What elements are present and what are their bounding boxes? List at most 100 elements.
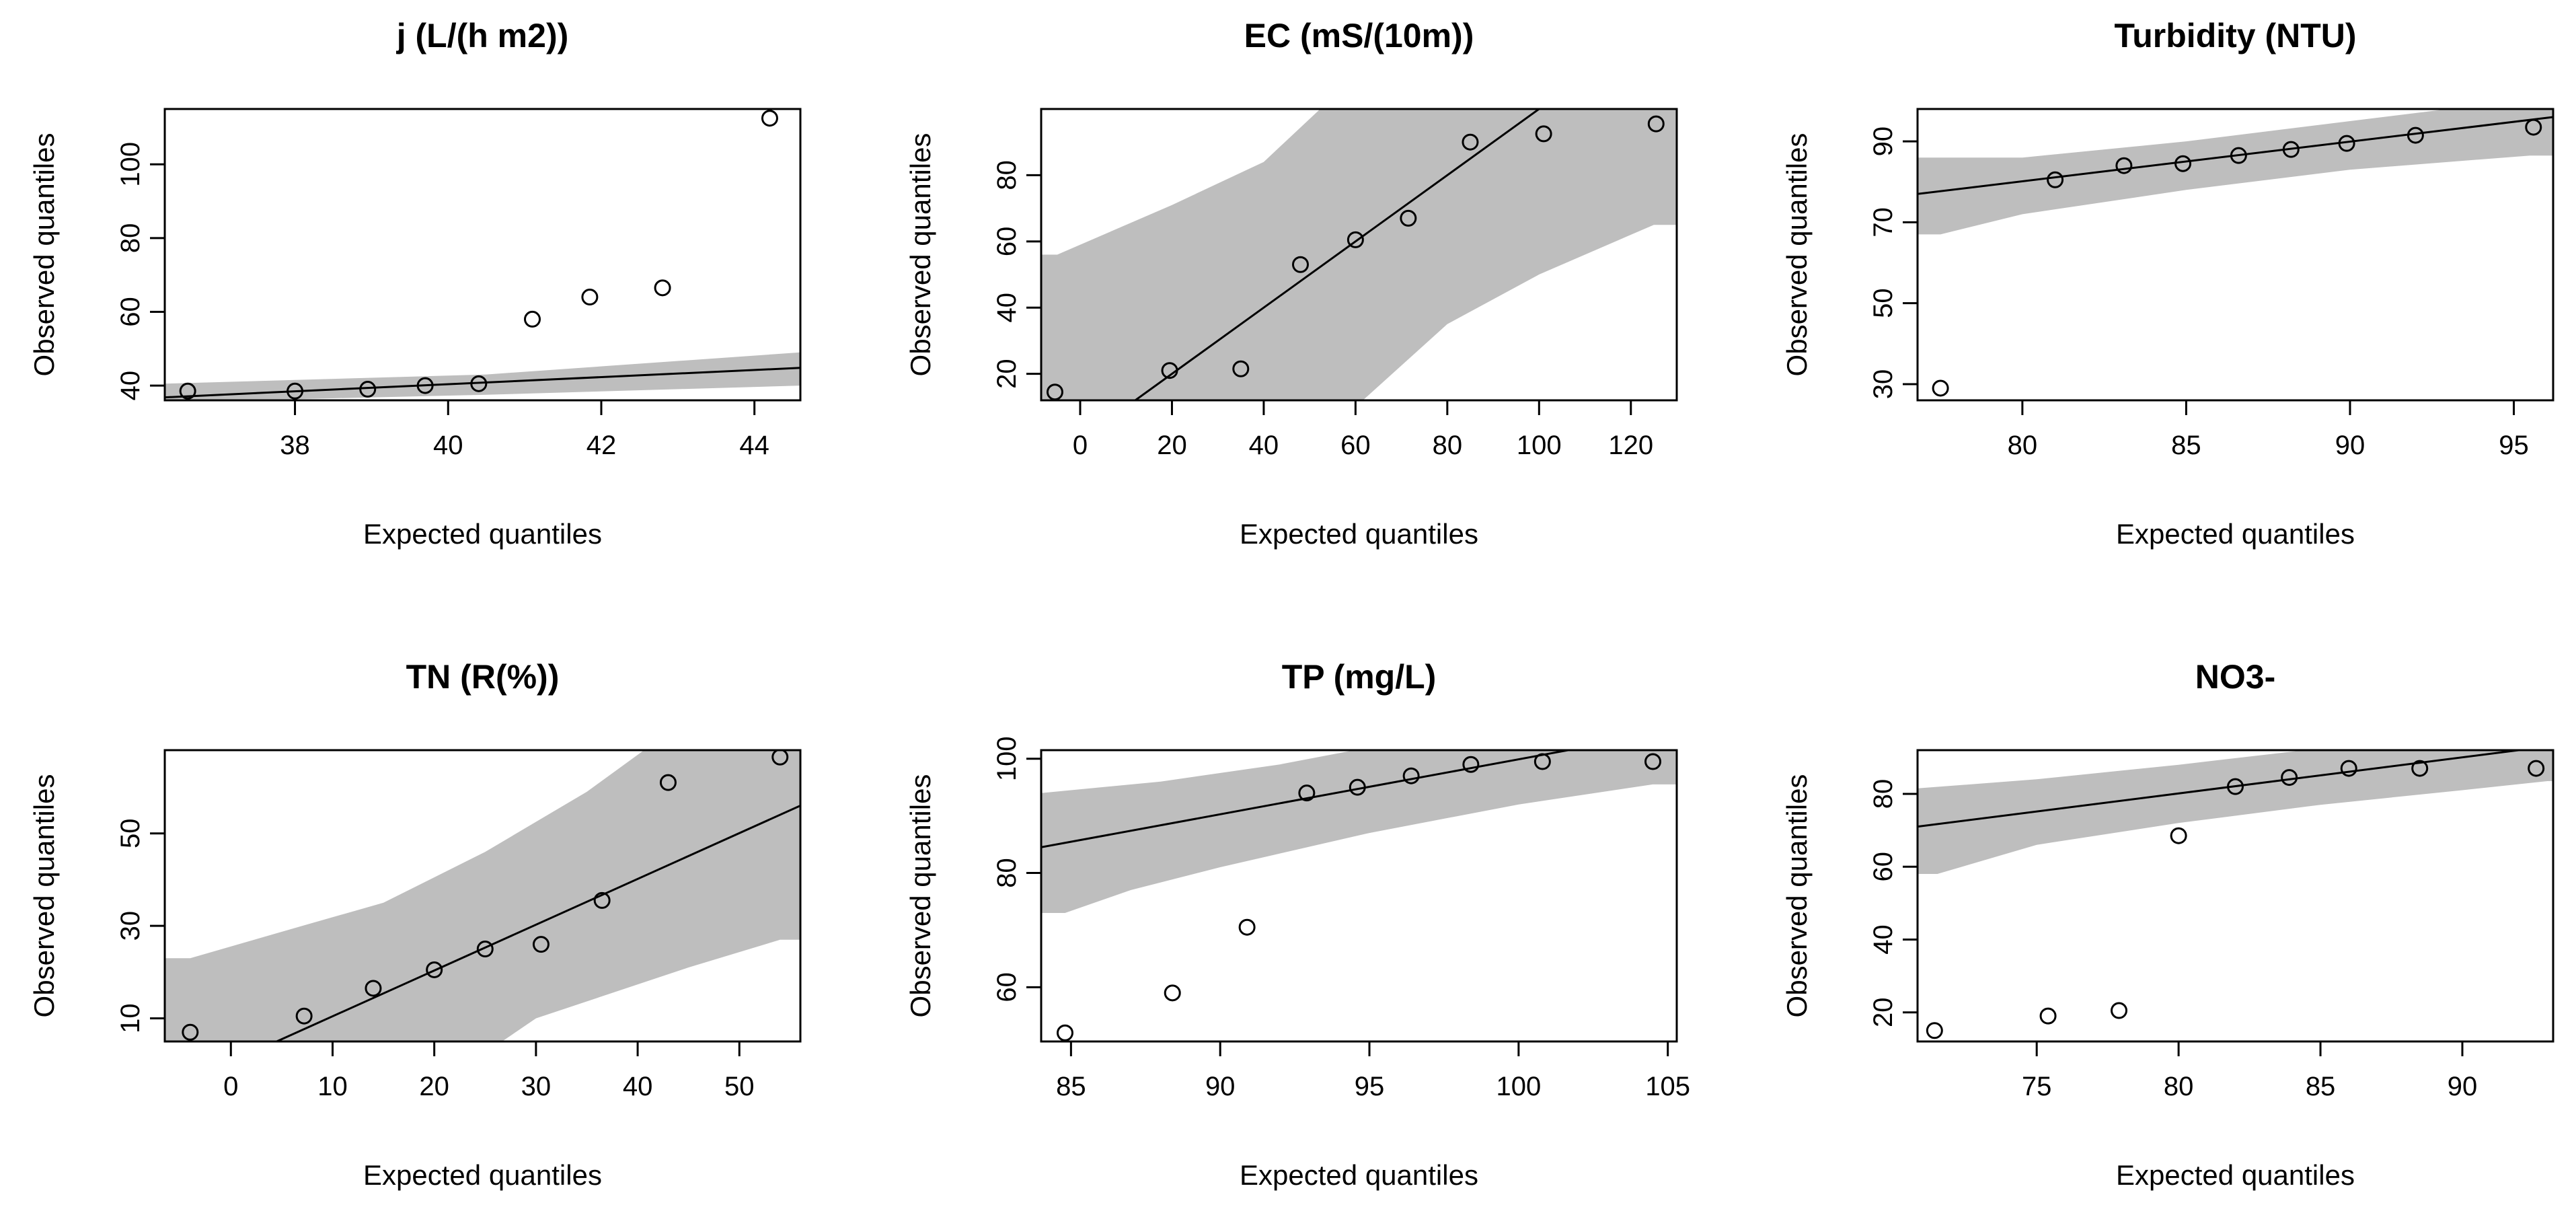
data-point	[2525, 118, 2542, 136]
y-axis-label: Observed quantiles	[1781, 133, 1813, 377]
x-tick-label: 75	[2022, 1072, 2052, 1101]
data-point	[771, 750, 789, 766]
x-tick-label: 95	[2499, 431, 2529, 460]
x-axis-label: Expected quantiles	[2116, 1159, 2355, 1191]
x-tick-label: 105	[1645, 1072, 1690, 1101]
panel-j: 38 40 42 44 40 60 80 100 j (L/(h m2)) Expected qu…	[28, 17, 802, 550]
y-tick-label: 40	[116, 371, 145, 401]
data-point	[1238, 918, 1256, 936]
data-point	[2039, 1007, 2057, 1025]
x-tick-label: 30	[521, 1072, 552, 1101]
data-point	[2281, 769, 2298, 786]
chart-title: TN (R(%))	[406, 658, 560, 696]
x-tick-label: 80	[1433, 431, 1463, 460]
data-point	[1533, 753, 1551, 770]
x-tick-label: 20	[419, 1072, 449, 1101]
x-tick-label: 85	[2306, 1072, 2336, 1101]
y-tick-label: 50	[1868, 288, 1898, 318]
confidence-band	[1041, 750, 1677, 913]
data-point	[182, 1023, 199, 1041]
data-point	[1164, 984, 1181, 1002]
y-axis-label: Observed quantiles	[28, 133, 60, 377]
x-tick-label: 44	[739, 431, 769, 460]
x-tick-label: 40	[623, 1072, 653, 1101]
plot-area	[1041, 750, 1677, 1041]
data-point	[1647, 115, 1665, 133]
data-point	[1349, 778, 1366, 796]
data-point	[2528, 760, 2545, 777]
data-point	[476, 941, 494, 958]
data-point	[2230, 147, 2247, 164]
reference-line	[1133, 109, 1541, 400]
x-tick-label: 80	[2164, 1072, 2194, 1101]
plot-area	[1918, 109, 2553, 397]
chart-title: EC (mS/(10m))	[1244, 17, 1474, 54]
y-axis-label: Observed quantiles	[1781, 774, 1813, 1018]
y-axis-label: Observed quantiles	[905, 774, 936, 1018]
data-point	[1462, 133, 1479, 151]
y-tick-label: 10	[116, 1003, 145, 1033]
y-tick-label: 90	[1868, 126, 1898, 157]
data-point	[2227, 778, 2244, 795]
data-point	[1926, 1022, 1943, 1039]
data-point	[1462, 756, 1480, 773]
data-point	[1298, 784, 1316, 802]
x-axis-label: Expected quantiles	[363, 1159, 602, 1191]
plot-frame	[1040, 749, 1678, 1043]
data-point	[2340, 760, 2357, 777]
data-point	[470, 375, 488, 392]
data-point	[1056, 1024, 1073, 1041]
chart-title: NO3-	[2195, 658, 2275, 696]
x-tick-label: 0	[223, 1072, 238, 1101]
x-axis-label: Expected quantiles	[1240, 1159, 1478, 1191]
y-tick-label: 100	[992, 736, 1022, 781]
y-tick-label: 100	[116, 142, 145, 187]
data-point	[581, 289, 599, 306]
y-tick-label: 20	[992, 359, 1022, 389]
y-tick-label: 30	[1868, 369, 1898, 400]
y-axis-label: Observed quantiles	[905, 133, 936, 377]
data-point	[2115, 157, 2133, 174]
y-tick-label: 70	[1868, 207, 1898, 237]
x-tick-label: 80	[2008, 431, 2038, 460]
data-point	[1644, 753, 1662, 770]
panel-ec: 0 20 40 60 80 100 120 20 40 60 80 EC (mS/(10m)) Expe…	[905, 17, 1678, 550]
x-tick-label: 40	[433, 431, 463, 460]
reference-line	[1918, 116, 2553, 195]
x-tick-label: 60	[1340, 431, 1371, 460]
plot-frame	[1916, 749, 2554, 1043]
y-tick-label: 50	[116, 818, 145, 848]
x-tick-label: 85	[1056, 1072, 1086, 1101]
y-tick-label: 80	[1868, 779, 1898, 809]
panel-tn: 0 10 20 30 40 50 10 30 50 TN (R(%)) Expected quant…	[28, 658, 802, 1191]
y-tick-label: 80	[992, 160, 1022, 190]
data-point	[532, 936, 550, 953]
data-point	[2174, 155, 2192, 172]
plot-area	[1918, 750, 2553, 1039]
data-point	[1232, 360, 1250, 377]
x-axis-label: Expected quantiles	[1240, 518, 1478, 550]
y-tick-label: 60	[992, 227, 1022, 257]
data-point	[359, 381, 377, 398]
data-point	[654, 279, 671, 297]
data-point	[2111, 1002, 2128, 1019]
x-axis-label: Expected quantiles	[363, 518, 602, 550]
data-point	[2338, 135, 2355, 152]
y-tick-label: 20	[1868, 997, 1898, 1027]
data-point	[659, 774, 677, 791]
data-point	[1347, 231, 1364, 248]
x-tick-label: 85	[2171, 431, 2201, 460]
data-point	[1535, 125, 1552, 143]
data-point	[2282, 141, 2300, 158]
data-point	[426, 961, 443, 978]
chart-title: j (L/(h m2))	[396, 17, 569, 54]
data-point	[2407, 126, 2424, 144]
data-point	[287, 382, 304, 400]
x-tick-label: 38	[280, 431, 310, 460]
confidence-band	[1918, 750, 2553, 874]
y-tick-label: 60	[1868, 852, 1898, 882]
reference-line	[1041, 750, 1574, 848]
panel-turbidity: 80 85 90 95 30 50 70 90 Turbidity (NTU) Expected …	[1781, 17, 2554, 550]
data-point	[593, 891, 611, 909]
